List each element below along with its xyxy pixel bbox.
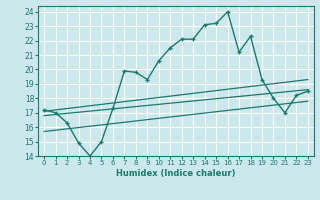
X-axis label: Humidex (Indice chaleur): Humidex (Indice chaleur) [116, 169, 236, 178]
